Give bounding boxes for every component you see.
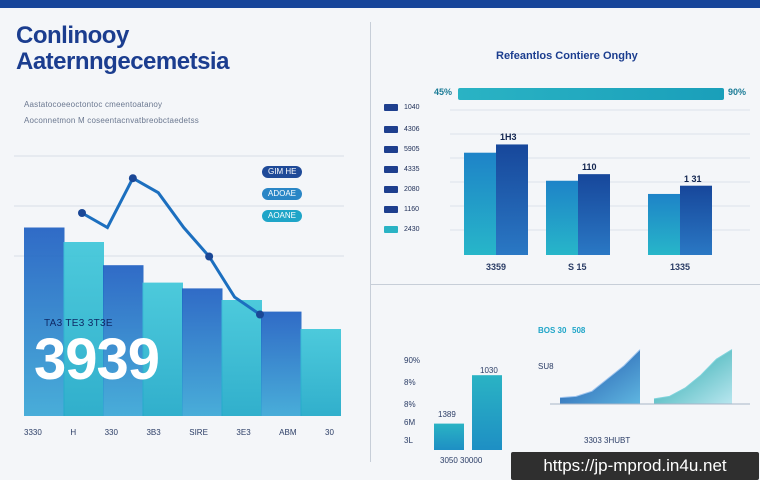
legend-item: 4335 bbox=[384, 166, 420, 173]
area-column bbox=[261, 311, 302, 416]
tick-label: 330 bbox=[104, 428, 118, 437]
big-number-caption: TA3 TE3 3T3E bbox=[44, 318, 113, 329]
legend-swatch bbox=[384, 206, 398, 213]
tag-2: ADOAE bbox=[262, 188, 303, 200]
legend-swatch bbox=[384, 126, 398, 133]
progress-bar bbox=[458, 88, 724, 100]
bar-value-label: 1H3 bbox=[500, 132, 517, 143]
legend-swatch bbox=[384, 226, 398, 233]
bar bbox=[464, 152, 496, 255]
bar bbox=[648, 193, 680, 255]
tick-label: SIRE bbox=[189, 428, 208, 437]
y-axis-label: 8% bbox=[404, 400, 416, 409]
legend-item: 2430 bbox=[384, 226, 420, 233]
tick-label: 3B3 bbox=[146, 428, 161, 437]
area-column bbox=[142, 282, 183, 416]
subtitle-line-1: Aastatocoeeoctontoc cmeentoatanoy bbox=[24, 100, 163, 109]
area-column bbox=[63, 242, 104, 416]
value-label: 1030 bbox=[480, 366, 498, 375]
area-column bbox=[182, 288, 223, 416]
tag-1: GIM HE bbox=[262, 166, 303, 178]
page-title: Conlinooy bbox=[16, 22, 129, 49]
progress-left-label: 45% bbox=[434, 87, 453, 97]
series-label: SU8 bbox=[538, 362, 554, 371]
bar-value-label: 1 31 bbox=[684, 173, 702, 184]
legend-swatch bbox=[384, 166, 398, 173]
legend-swatch bbox=[384, 146, 398, 153]
category-label: 3050 30000 bbox=[440, 456, 483, 465]
legend-label: 2080 bbox=[404, 186, 420, 193]
area-series bbox=[654, 349, 732, 404]
legend-label: 508 bbox=[572, 326, 586, 335]
legend-item: 1040 bbox=[384, 104, 420, 111]
trend-line bbox=[81, 176, 261, 316]
subtitle-line-2: Aoconnetmon M coseentacnvatbreobctaedets… bbox=[24, 116, 199, 125]
bar bbox=[578, 174, 610, 255]
area-column bbox=[300, 329, 341, 416]
legend-item: 2080 bbox=[384, 186, 420, 193]
area-column bbox=[24, 227, 65, 416]
x-axis-ticks: 3330 H 330 3B3 SIRE 3E3 ABM 30 bbox=[24, 428, 334, 437]
tag-3: AOANE bbox=[262, 210, 303, 222]
value-label: 1389 bbox=[438, 410, 456, 419]
bar-value-label: 110 bbox=[582, 162, 597, 173]
legend-label: 1040 bbox=[404, 104, 420, 111]
y-axis-label: 3L bbox=[404, 436, 413, 445]
progress-right-label: 90% bbox=[728, 87, 747, 97]
bottom-label: 3303 3HUBT bbox=[584, 436, 631, 445]
horizontal-divider bbox=[370, 284, 760, 285]
bar bbox=[472, 375, 502, 450]
legend-item: 5905 bbox=[384, 146, 420, 153]
areas bbox=[550, 349, 750, 405]
grouped-bar-chart bbox=[450, 109, 750, 255]
y-axis-label: 8% bbox=[404, 378, 416, 387]
legend-label: 4306 bbox=[404, 126, 420, 133]
legend-label: 1160 bbox=[404, 206, 420, 213]
legend-swatch bbox=[384, 186, 398, 193]
tick-label: 30 bbox=[325, 428, 334, 437]
page-subtitle: Aaternngecemetsia bbox=[16, 48, 229, 75]
category-label: S 15 bbox=[568, 262, 587, 272]
right-top-title: Refeantlos Contiere Onghy bbox=[496, 50, 638, 62]
vertical-divider bbox=[370, 22, 371, 462]
legend-swatch bbox=[384, 104, 398, 111]
tick-label: 3E3 bbox=[236, 428, 251, 437]
y-axis-label: 6M bbox=[404, 418, 416, 427]
area-column bbox=[221, 300, 262, 416]
legend-label: 5905 bbox=[404, 146, 420, 153]
bar bbox=[680, 185, 712, 255]
trend-point bbox=[256, 310, 264, 319]
trend-points bbox=[78, 174, 264, 319]
area-columns bbox=[24, 227, 341, 416]
trend-point bbox=[128, 174, 137, 183]
legend-item: 1160 bbox=[384, 206, 419, 213]
area-outline bbox=[653, 349, 733, 400]
small-bar-chart bbox=[434, 375, 502, 450]
legend-label: 2430 bbox=[404, 226, 420, 233]
bars bbox=[464, 144, 712, 255]
tick-label: ABM bbox=[279, 428, 297, 437]
legend-label: BOS 30 bbox=[538, 326, 567, 335]
category-label: 1335 bbox=[670, 262, 691, 272]
bar bbox=[496, 144, 528, 255]
tick-label: 3330 bbox=[24, 428, 42, 437]
area-outline bbox=[559, 349, 641, 399]
left-area-chart bbox=[14, 155, 344, 416]
bar bbox=[546, 180, 578, 255]
legend-item: 4306 bbox=[384, 126, 420, 133]
y-axis-label: 90% bbox=[404, 356, 421, 365]
category-label: 3359 bbox=[486, 262, 507, 272]
trend-point bbox=[78, 209, 86, 217]
area-column bbox=[103, 265, 144, 416]
area-chart bbox=[550, 349, 750, 405]
bar bbox=[434, 423, 464, 450]
trend-point bbox=[205, 252, 214, 261]
top-accent-bar bbox=[0, 0, 760, 8]
bars bbox=[434, 375, 502, 450]
area-series bbox=[560, 349, 640, 404]
tick-label: H bbox=[70, 428, 77, 437]
legend-label: 4335 bbox=[404, 166, 420, 173]
big-number: 3939 bbox=[34, 327, 160, 392]
watermark-url: https://jp-mprod.in4u.net bbox=[511, 452, 759, 480]
